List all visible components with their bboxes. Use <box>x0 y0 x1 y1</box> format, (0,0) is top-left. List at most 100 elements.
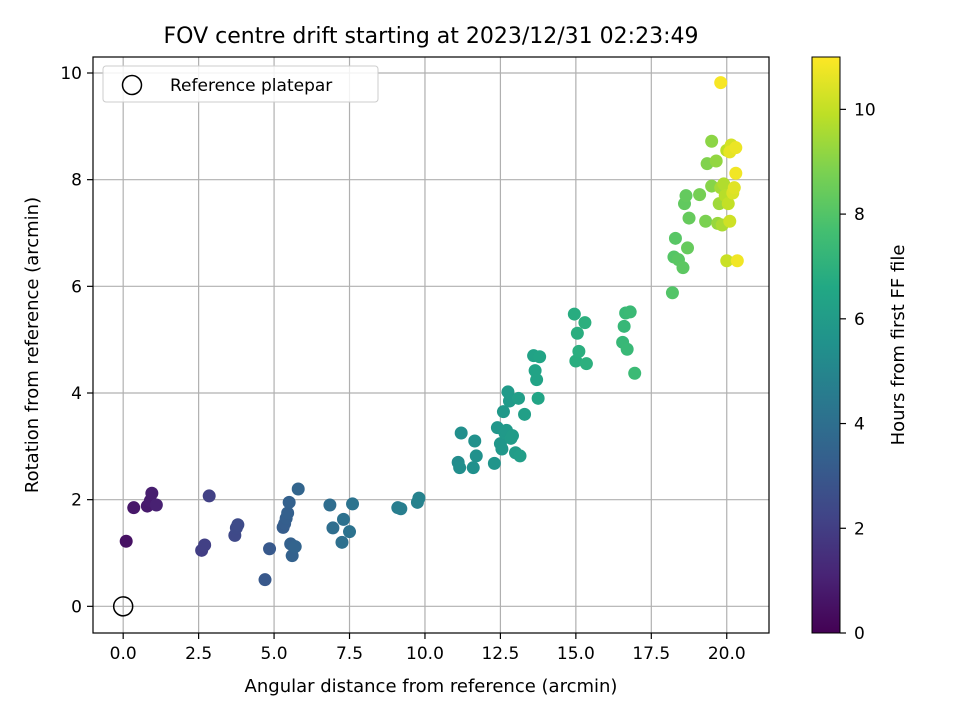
data-point <box>530 373 544 387</box>
data-point <box>336 512 350 526</box>
data-point <box>679 189 693 203</box>
data-point <box>567 307 581 321</box>
plot-frame <box>92 56 770 634</box>
data-point <box>288 540 302 554</box>
y-tick-label: 8 <box>71 171 82 191</box>
data-point <box>714 76 728 90</box>
data-point <box>454 426 468 440</box>
x-tick-label: 17.5 <box>632 644 670 664</box>
data-point <box>729 166 743 180</box>
x-tick-label: 20.0 <box>708 644 746 664</box>
x-tick-label: 10.0 <box>406 644 444 664</box>
legend-box <box>102 65 379 103</box>
y-tick-label: 2 <box>71 491 82 511</box>
colorbar-tick-label: 6 <box>854 310 865 330</box>
reference-marker-group <box>112 596 134 617</box>
legend-entry: Reference platepar <box>170 76 332 96</box>
colorbar-tick-label: 0 <box>854 624 865 644</box>
y-tick-label: 0 <box>71 597 82 617</box>
data-point <box>693 188 707 202</box>
colorbar-tick-label: 2 <box>854 519 865 539</box>
data-point <box>727 181 741 195</box>
data-point <box>149 498 163 512</box>
chart-title: FOV centre drift starting at 2023/12/31 … <box>164 24 699 49</box>
data-point <box>505 429 519 443</box>
data-point <box>326 521 340 535</box>
x-tick-label: 15.0 <box>557 644 595 664</box>
data-point <box>282 495 296 509</box>
colorbar-tick-label: 8 <box>854 205 865 225</box>
y-tick-label: 10 <box>60 64 82 84</box>
data-point <box>335 535 349 549</box>
legend-marker <box>121 74 143 96</box>
colorbar-tick-label: 10 <box>854 100 876 120</box>
data-point <box>512 391 526 405</box>
colorbar: 0 2 4 6 8 10 Hours from first FF file <box>811 56 909 644</box>
data-point <box>119 534 133 548</box>
data-point <box>699 214 713 228</box>
data-point <box>469 449 483 463</box>
reference-marker <box>112 596 134 617</box>
y-axis: 0 2 4 6 8 10 <box>60 64 93 617</box>
data-point <box>681 241 695 255</box>
data-point <box>145 486 159 500</box>
data-point <box>730 254 744 268</box>
data-point <box>263 542 277 556</box>
x-axis-label: Angular distance from reference (arcmin) <box>245 676 618 697</box>
data-point <box>291 482 305 496</box>
y-tick-label: 4 <box>71 384 82 404</box>
grid <box>93 57 769 633</box>
colorbar-gradient <box>811 56 841 634</box>
data-point <box>513 449 527 463</box>
y-axis-label: Rotation from reference (arcmin) <box>22 197 43 493</box>
data-point <box>495 442 509 456</box>
data-point <box>281 506 295 520</box>
data-point <box>468 434 482 448</box>
data-point <box>572 344 586 358</box>
data-point <box>665 286 679 300</box>
y-tick-label: 6 <box>71 277 82 297</box>
data-point <box>343 525 357 539</box>
scatter-points <box>119 76 744 587</box>
data-point <box>231 518 245 532</box>
x-tick-label: 5.0 <box>261 644 288 664</box>
data-point <box>487 456 501 470</box>
data-point <box>717 177 731 191</box>
data-point <box>721 197 735 211</box>
data-point <box>518 407 532 421</box>
x-tick-label: 2.5 <box>185 644 212 664</box>
data-point <box>682 211 696 225</box>
data-point <box>258 573 272 587</box>
data-point <box>729 141 743 155</box>
colorbar-ticks: 0 2 4 6 8 10 <box>840 100 876 644</box>
colorbar-tick-label: 4 <box>854 415 865 435</box>
data-point <box>620 342 634 356</box>
data-point <box>628 366 642 380</box>
data-point <box>705 134 719 148</box>
data-point <box>531 391 545 405</box>
data-point <box>723 214 737 228</box>
x-tick-label: 0.0 <box>110 644 137 664</box>
data-point <box>127 501 141 515</box>
data-point <box>617 319 631 333</box>
data-point <box>198 538 212 552</box>
data-point <box>720 254 734 268</box>
data-point <box>533 350 547 364</box>
data-point <box>202 489 216 503</box>
data-point <box>578 316 592 330</box>
data-point <box>579 357 593 371</box>
data-point <box>394 502 408 516</box>
x-tick-label: 7.5 <box>336 644 363 664</box>
data-point <box>709 154 723 168</box>
x-axis: 0.0 2.5 5.0 7.5 10.0 12.5 15.0 17.5 20.0 <box>110 633 746 664</box>
data-point <box>346 497 360 511</box>
data-point <box>496 405 510 419</box>
data-point <box>323 498 337 512</box>
data-point <box>676 261 690 275</box>
x-tick-label: 12.5 <box>481 644 519 664</box>
data-point <box>570 326 584 340</box>
data-point <box>668 231 682 245</box>
data-point <box>453 461 467 475</box>
data-point <box>623 305 637 319</box>
